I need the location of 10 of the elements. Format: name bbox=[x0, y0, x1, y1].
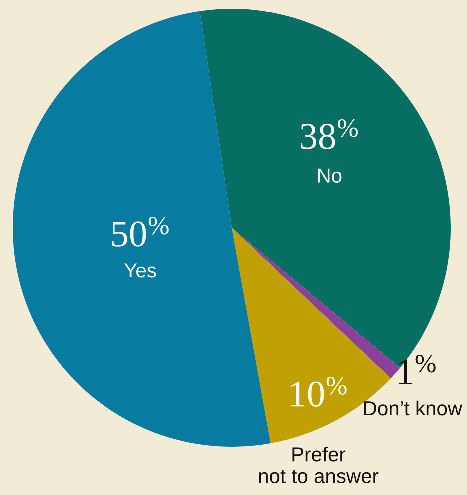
data-label: 10$^{%}$ bbox=[291, 377, 347, 408]
data-label: 1$^{%}$ bbox=[399, 354, 436, 384]
data-label: 38$^{%}$ bbox=[301, 119, 358, 150]
pie-slice bbox=[232, 228, 400, 379]
data-label: 50$^{%}$ bbox=[112, 217, 169, 247]
pie-slice bbox=[13, 11, 271, 447]
slice-label: Prefer not to answer bbox=[259, 446, 379, 484]
slice-label: No bbox=[318, 168, 342, 183]
slice-label: Yes bbox=[124, 264, 156, 278]
slice-label: Don’t know bbox=[364, 400, 463, 416]
